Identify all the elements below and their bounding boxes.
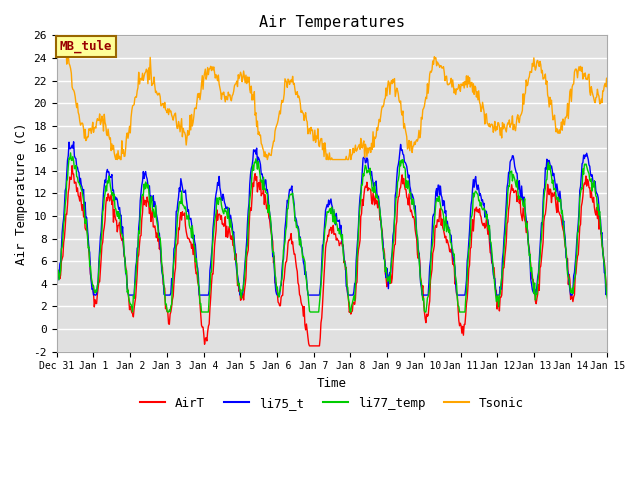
Legend: AirT, li75_t, li77_temp, Tsonic: AirT, li75_t, li77_temp, Tsonic (135, 392, 529, 415)
Text: MB_tule: MB_tule (60, 39, 112, 53)
Y-axis label: Air Temperature (C): Air Temperature (C) (15, 122, 28, 264)
Title: Air Temperatures: Air Temperatures (259, 15, 405, 30)
X-axis label: Time: Time (317, 377, 347, 390)
